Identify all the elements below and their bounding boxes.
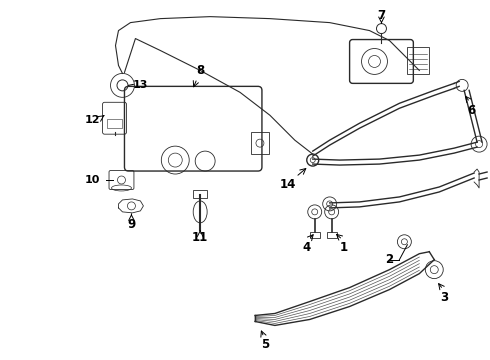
Text: 6: 6 <box>467 104 475 117</box>
Text: 8: 8 <box>196 64 204 77</box>
Text: 12: 12 <box>85 115 100 125</box>
Text: 7: 7 <box>377 9 386 22</box>
Text: 1: 1 <box>340 241 348 254</box>
Text: 5: 5 <box>261 338 269 351</box>
Text: 3: 3 <box>440 291 448 304</box>
Text: 13: 13 <box>133 80 148 90</box>
Text: 14: 14 <box>280 179 296 192</box>
Circle shape <box>307 154 318 166</box>
Text: 9: 9 <box>127 218 136 231</box>
Text: 4: 4 <box>303 241 311 254</box>
Text: 2: 2 <box>385 253 393 266</box>
Text: 11: 11 <box>192 231 208 244</box>
Text: 10: 10 <box>85 175 100 185</box>
